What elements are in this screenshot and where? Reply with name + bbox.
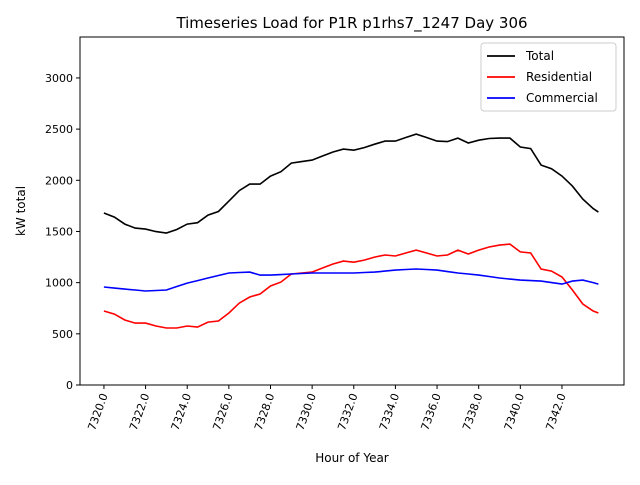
y-tick-label: 1500 <box>45 225 73 238</box>
series-line-commercial <box>103 268 599 292</box>
series-layer <box>103 133 599 329</box>
x-tick-label: 7322.0 <box>127 392 152 433</box>
x-tick-label: 7332.0 <box>335 392 360 433</box>
series-line-total <box>103 133 599 234</box>
y-tick-label: 3000 <box>45 72 73 85</box>
chart-title: Timeseries Load for P1R p1rhs7_1247 Day … <box>175 14 527 33</box>
x-tick-label: 7330.0 <box>294 392 319 433</box>
legend-label: Commercial <box>526 91 598 105</box>
x-tick-label: 7342.0 <box>543 392 568 433</box>
y-tick-label: 1000 <box>45 277 73 290</box>
x-tick-label: 7336.0 <box>418 392 443 433</box>
y-tick-label: 0 <box>66 379 73 392</box>
legend-label: Total <box>525 49 554 63</box>
y-tick-label: 2000 <box>45 174 73 187</box>
y-axis-label: kW total <box>14 186 28 236</box>
series-line-residential <box>103 243 599 329</box>
y-axis: 0 500 1000 1500 2000 2500 3000 <box>45 72 80 392</box>
plot-frame <box>79 36 625 386</box>
x-axis-label: Hour of Year <box>315 451 389 465</box>
x-tick-label: 7324.0 <box>169 392 194 433</box>
x-tick-label: 7326.0 <box>210 392 235 433</box>
x-tick-label: 7334.0 <box>377 392 402 433</box>
x-tick-label: 7340.0 <box>502 392 527 433</box>
legend-label: Residential <box>526 70 592 84</box>
y-tick-label: 2500 <box>45 123 73 136</box>
y-tick-label: 500 <box>52 328 73 341</box>
x-tick-label: 7328.0 <box>252 392 277 433</box>
legend: Total Residential Commercial <box>480 42 617 112</box>
x-tick-label: 7320.0 <box>85 392 110 433</box>
x-tick-label: 7338.0 <box>460 392 485 433</box>
x-axis: 7320.0 7322.0 7324.0 7326.0 7328.0 7330.0 7332… <box>85 385 569 433</box>
legend-box <box>480 42 617 112</box>
